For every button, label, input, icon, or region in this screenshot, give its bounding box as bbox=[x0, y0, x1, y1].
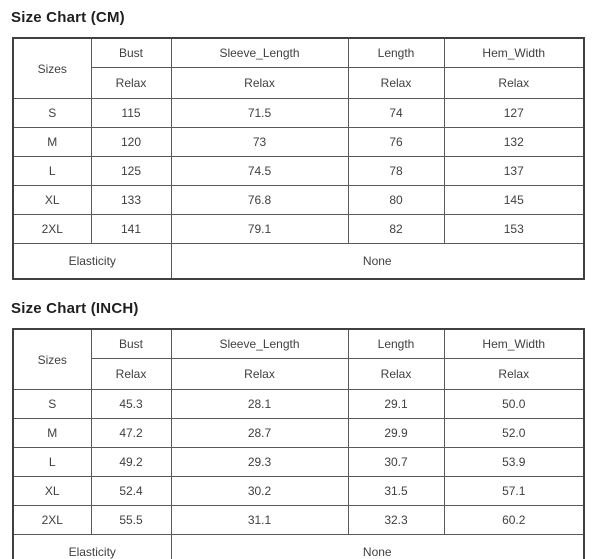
value-cell: 133 bbox=[90, 185, 172, 215]
column-header-length: Length bbox=[347, 37, 445, 68]
elasticity-row: Elasticity None bbox=[12, 243, 585, 280]
value-cell: 47.2 bbox=[90, 418, 172, 448]
table-row: XL 133 76.8 80 145 bbox=[12, 185, 585, 215]
value-cell: 120 bbox=[90, 127, 172, 157]
size-chart-inch-title: Size Chart (INCH) bbox=[11, 300, 139, 317]
elasticity-label-cell: Elasticity bbox=[12, 243, 172, 280]
size-cell: 2XL bbox=[12, 505, 92, 535]
relax-cell: Relax bbox=[347, 67, 445, 99]
value-cell: 57.1 bbox=[443, 476, 585, 506]
value-cell: 76 bbox=[347, 127, 445, 157]
relax-cell: Relax bbox=[443, 358, 585, 390]
table-row: M 47.2 28.7 29.9 52.0 bbox=[12, 418, 585, 448]
value-cell: 32.3 bbox=[347, 505, 445, 535]
header-row: Sizes Bust Sleeve_Length Length Hem_Widt… bbox=[12, 37, 585, 99]
column-header-sleeve-length: Sleeve_Length bbox=[170, 328, 349, 359]
value-cell: 45.3 bbox=[90, 389, 172, 419]
value-cell: 28.7 bbox=[170, 418, 349, 448]
size-chart-cm-title: Size Chart (CM) bbox=[11, 9, 125, 26]
sizes-corner-cell: Sizes bbox=[12, 37, 92, 99]
size-cell: 2XL bbox=[12, 214, 92, 244]
value-cell: 82 bbox=[347, 214, 445, 244]
size-cell: XL bbox=[12, 476, 92, 506]
value-cell: 115 bbox=[90, 98, 172, 128]
table-row: 2XL 55.5 31.1 32.3 60.2 bbox=[12, 505, 585, 535]
size-chart-inch-section: Size Chart (INCH) Sizes Bust Sleeve_Leng… bbox=[10, 297, 592, 559]
size-cell: L bbox=[12, 156, 92, 186]
value-cell: 29.9 bbox=[347, 418, 445, 448]
value-cell: 73 bbox=[170, 127, 349, 157]
column-header-length: Length bbox=[347, 328, 445, 359]
value-cell: 153 bbox=[443, 214, 585, 244]
value-cell: 127 bbox=[443, 98, 585, 128]
value-cell: 141 bbox=[90, 214, 172, 244]
relax-cell: Relax bbox=[170, 67, 349, 99]
value-cell: 71.5 bbox=[170, 98, 349, 128]
value-cell: 31.5 bbox=[347, 476, 445, 506]
relax-cell: Relax bbox=[90, 358, 172, 390]
value-cell: 125 bbox=[90, 156, 172, 186]
header-row: Sizes Bust Sleeve_Length Length Hem_Widt… bbox=[12, 328, 585, 390]
size-cell: M bbox=[12, 418, 92, 448]
table-row: XL 52.4 30.2 31.5 57.1 bbox=[12, 476, 585, 506]
value-cell: 50.0 bbox=[443, 389, 585, 419]
value-cell: 80 bbox=[347, 185, 445, 215]
size-cell: M bbox=[12, 127, 92, 157]
size-cell: S bbox=[12, 389, 92, 419]
column-header-hem-width: Hem_Width bbox=[443, 328, 585, 359]
table-row: 2XL 141 79.1 82 153 bbox=[12, 214, 585, 244]
relax-cell: Relax bbox=[443, 67, 585, 99]
value-cell: 31.1 bbox=[170, 505, 349, 535]
value-cell: 30.2 bbox=[170, 476, 349, 506]
value-cell: 28.1 bbox=[170, 389, 349, 419]
relax-cell: Relax bbox=[170, 358, 349, 390]
value-cell: 55.5 bbox=[90, 505, 172, 535]
size-chart-cm-table: Sizes Bust Sleeve_Length Length Hem_Widt… bbox=[12, 37, 585, 280]
value-cell: 76.8 bbox=[170, 185, 349, 215]
value-cell: 137 bbox=[443, 156, 585, 186]
value-cell: 60.2 bbox=[443, 505, 585, 535]
table-row: M 120 73 76 132 bbox=[12, 127, 585, 157]
table-row: S 115 71.5 74 127 bbox=[12, 98, 585, 128]
column-header-bust: Bust bbox=[90, 37, 172, 68]
value-cell: 49.2 bbox=[90, 447, 172, 477]
value-cell: 132 bbox=[443, 127, 585, 157]
value-cell: 29.1 bbox=[347, 389, 445, 419]
value-cell: 52.4 bbox=[90, 476, 172, 506]
value-cell: 29.3 bbox=[170, 447, 349, 477]
size-chart-cm-section: Size Chart (CM) Sizes Bust Sleeve_Length… bbox=[10, 6, 592, 280]
column-header-bust: Bust bbox=[90, 328, 172, 359]
size-cell: S bbox=[12, 98, 92, 128]
subheader-row: Relax Relax Relax Relax bbox=[13, 358, 585, 390]
size-chart-inch-table: Sizes Bust Sleeve_Length Length Hem_Widt… bbox=[12, 328, 585, 559]
elasticity-value-cell: None bbox=[170, 243, 585, 280]
value-cell: 74.5 bbox=[170, 156, 349, 186]
table-row: L 49.2 29.3 30.7 53.9 bbox=[12, 447, 585, 477]
table-row: S 45.3 28.1 29.1 50.0 bbox=[12, 389, 585, 419]
column-header-hem-width: Hem_Width bbox=[443, 37, 585, 68]
column-header-sleeve-length: Sleeve_Length bbox=[170, 37, 349, 68]
subheader-row: Relax Relax Relax Relax bbox=[13, 67, 585, 99]
elasticity-value-cell: None bbox=[170, 534, 585, 559]
relax-cell: Relax bbox=[347, 358, 445, 390]
elasticity-label-cell: Elasticity bbox=[12, 534, 172, 559]
value-cell: 74 bbox=[347, 98, 445, 128]
table-row: L 125 74.5 78 137 bbox=[12, 156, 585, 186]
elasticity-row: Elasticity None bbox=[12, 534, 585, 559]
value-cell: 52.0 bbox=[443, 418, 585, 448]
value-cell: 78 bbox=[347, 156, 445, 186]
value-cell: 79.1 bbox=[170, 214, 349, 244]
size-cell: L bbox=[12, 447, 92, 477]
value-cell: 30.7 bbox=[347, 447, 445, 477]
value-cell: 53.9 bbox=[443, 447, 585, 477]
relax-cell: Relax bbox=[90, 67, 172, 99]
sizes-corner-cell: Sizes bbox=[12, 328, 92, 390]
value-cell: 145 bbox=[443, 185, 585, 215]
size-cell: XL bbox=[12, 185, 92, 215]
